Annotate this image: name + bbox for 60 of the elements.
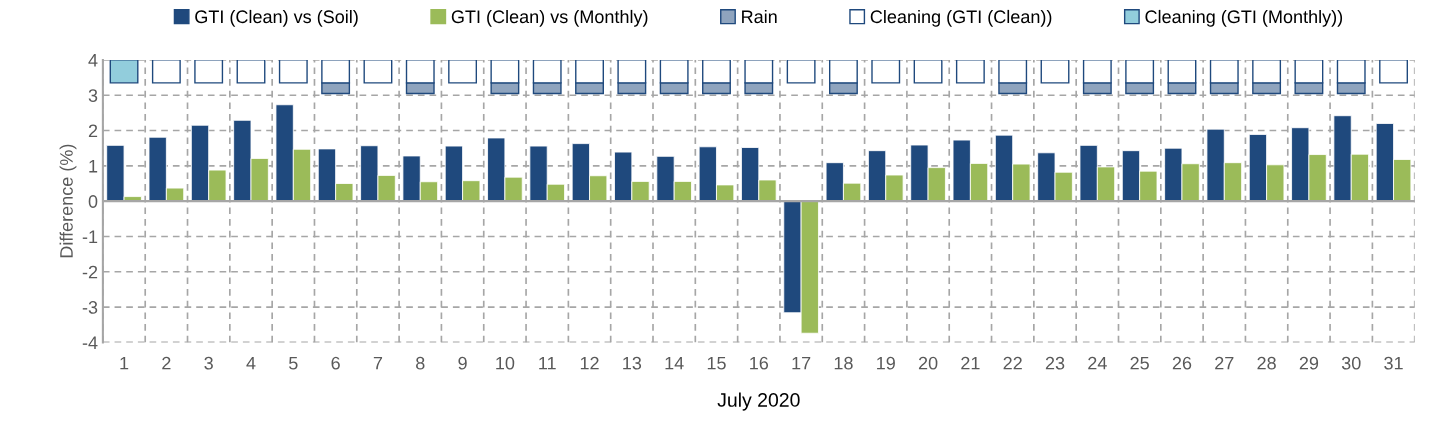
legend-label: GTI (Clean) vs (Monthly) — [451, 9, 648, 27]
bar — [363, 59, 393, 84]
x-tick-label: 22 — [1003, 356, 1022, 370]
y-axis-title: Difference (%) — [59, 144, 77, 258]
bar — [1040, 59, 1070, 84]
x-tick-label: 15 — [707, 356, 726, 370]
legend-label: GTI (Clean) vs (Soil) — [195, 9, 358, 27]
x-tick-label: 28 — [1257, 356, 1276, 370]
x-axis-title: July 2020 — [717, 392, 800, 411]
bar — [786, 59, 816, 84]
bar — [151, 59, 181, 84]
bar — [194, 59, 224, 84]
x-tick-label: 6 — [331, 356, 340, 370]
x-tick-label: 25 — [1130, 356, 1149, 370]
bar — [448, 59, 478, 84]
x-tick-label: 19 — [877, 356, 895, 370]
x-tick-label: 10 — [496, 356, 515, 370]
y-tick-label: 2 — [88, 124, 98, 138]
y-tick-label: -1 — [82, 230, 98, 244]
bar — [109, 59, 139, 84]
bar — [955, 59, 985, 84]
y-tick-label: -3 — [82, 301, 98, 314]
x-tick-label: 7 — [373, 356, 383, 370]
y-tick-label: -4 — [82, 336, 98, 349]
y-tick-label: 4 — [88, 54, 98, 67]
y-tick-label: 3 — [88, 89, 98, 102]
x-tick-label: 18 — [834, 356, 853, 370]
x-tick-label: 16 — [750, 356, 769, 370]
bar — [1379, 59, 1408, 84]
bar — [913, 59, 943, 84]
x-tick-label: 5 — [289, 356, 298, 370]
x-tick-label: 8 — [416, 356, 425, 370]
x-tick-label: 24 — [1088, 356, 1107, 370]
x-tick-label: 30 — [1341, 356, 1361, 370]
y-tick-label: 0 — [88, 195, 98, 208]
x-tick-label: 23 — [1045, 356, 1065, 370]
x-tick-label: 11 — [539, 356, 556, 370]
x-tick-label: 29 — [1299, 356, 1319, 370]
x-tick-label: 4 — [246, 356, 256, 370]
x-tick-label: 13 — [623, 356, 642, 370]
x-tick-label: 14 — [665, 356, 684, 370]
x-tick-label: 3 — [204, 356, 213, 370]
legend-label: Cleaning (GTI (Monthly)) — [1145, 9, 1343, 27]
x-tick-label: 9 — [458, 356, 467, 370]
x-tick-label: 20 — [918, 356, 938, 370]
x-tick-label: 26 — [1172, 356, 1192, 370]
x-tick-label: 31 — [1384, 356, 1403, 370]
y-tick-label: -2 — [82, 265, 98, 279]
legend-label: Cleaning (GTI (Clean)) — [870, 9, 1052, 27]
x-tick-label: 17 — [792, 356, 811, 370]
y-tick-label: 1 — [89, 159, 98, 173]
legend-label: Rain — [742, 9, 777, 24]
bar — [871, 59, 901, 84]
x-tick-label: 27 — [1215, 356, 1234, 370]
x-tick-label: 21 — [961, 356, 980, 370]
x-tick-label: 12 — [580, 356, 599, 370]
x-tick-label: 2 — [162, 356, 171, 370]
x-tick-label: 1 — [120, 356, 129, 370]
bar — [236, 59, 266, 84]
bar — [278, 59, 308, 84]
